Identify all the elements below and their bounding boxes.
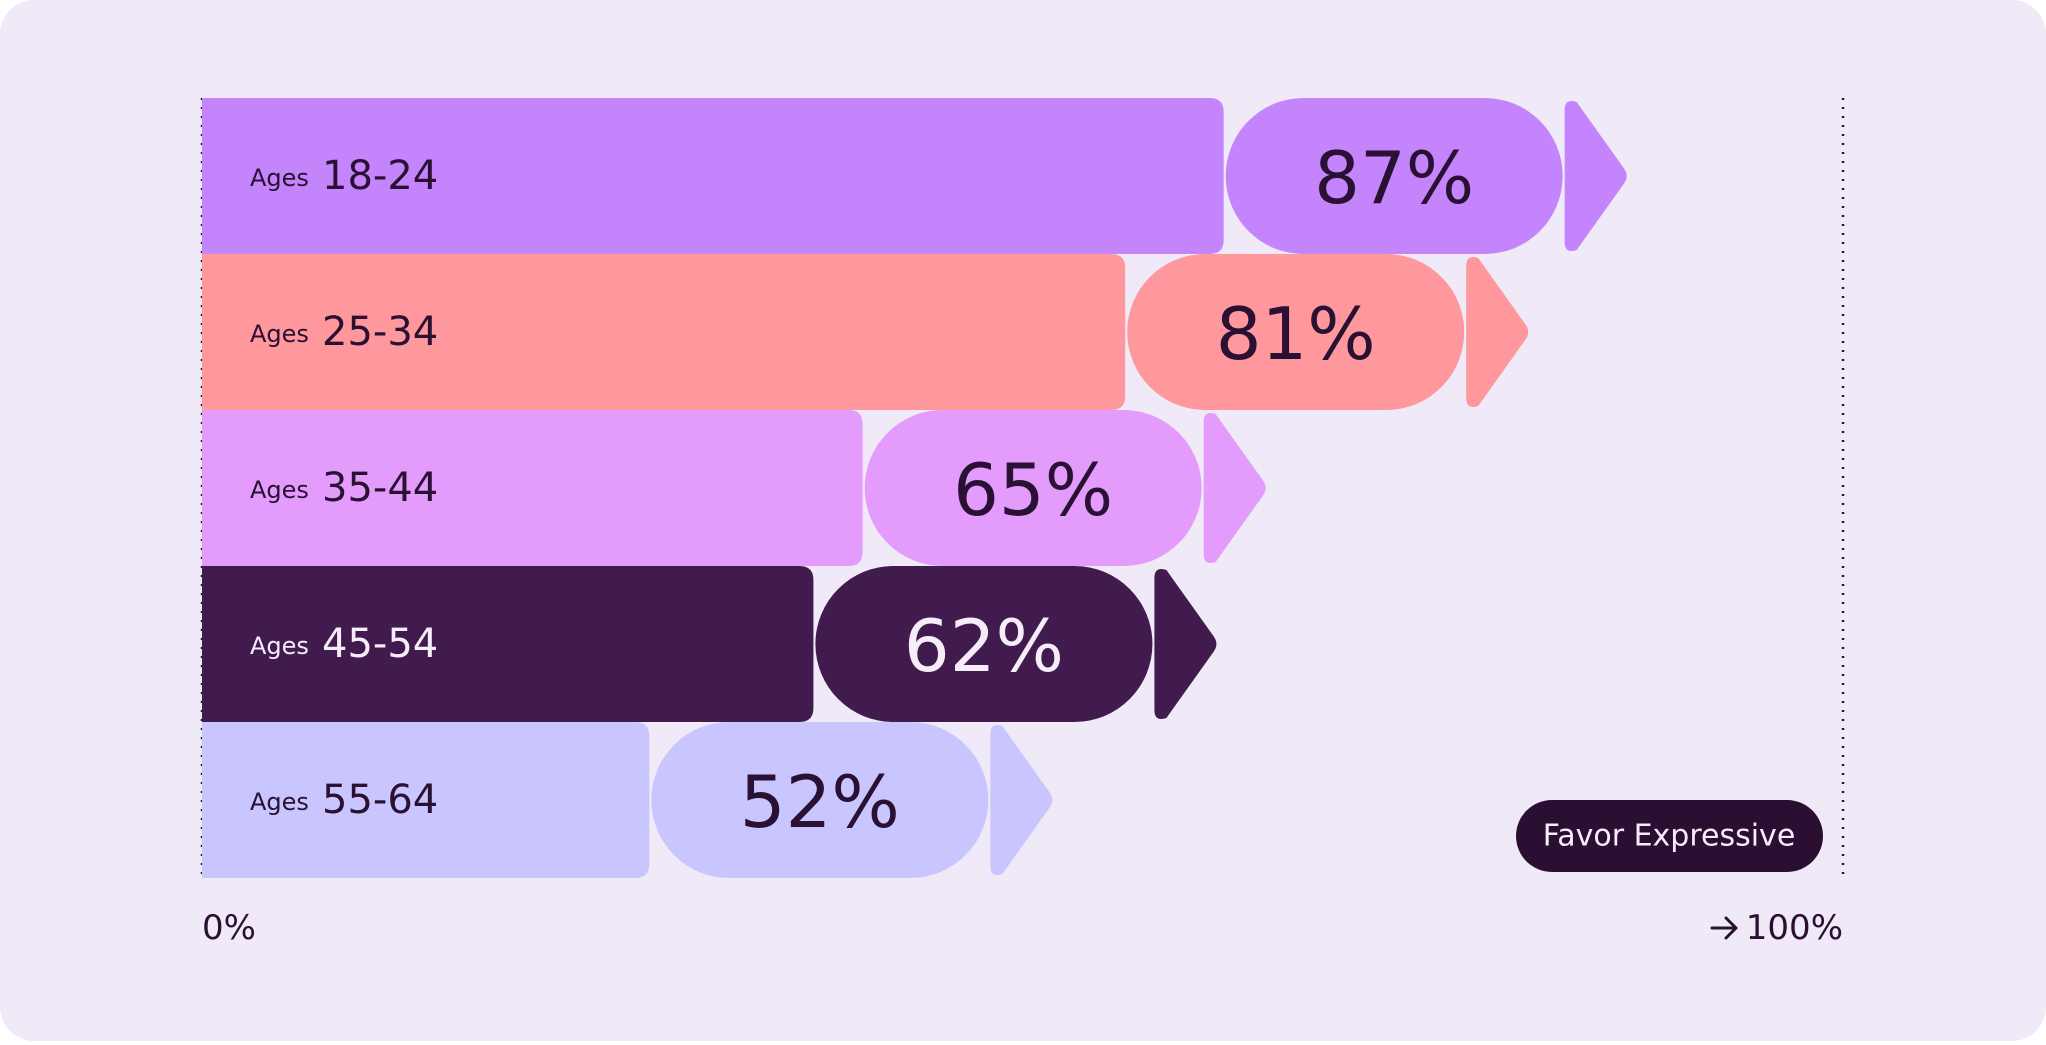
bar-arrow	[990, 725, 1053, 875]
category-prefix: Ages	[250, 476, 309, 504]
category-label: 35-44	[322, 465, 438, 511]
bar	[202, 254, 1126, 410]
arrow-icon	[1710, 916, 1738, 940]
category-prefix: Ages	[250, 164, 309, 192]
value-label: 81%	[1216, 292, 1376, 376]
bar	[202, 410, 863, 566]
x-tick-label: 100%	[1746, 908, 1843, 948]
category-label: 55-64	[322, 777, 438, 823]
category-prefix: Ages	[250, 320, 309, 348]
bar	[202, 722, 650, 878]
bar-pill	[651, 722, 989, 878]
bar	[202, 98, 1224, 254]
bar-pill	[815, 566, 1153, 722]
legend-label: Favor Expressive	[1543, 819, 1796, 854]
x-tick-label: 0%	[202, 908, 256, 948]
category-prefix: Ages	[250, 788, 309, 816]
value-label: 52%	[740, 760, 900, 844]
category-label: 18-24	[322, 153, 438, 199]
value-label: 87%	[1314, 136, 1474, 220]
bar-pill	[864, 410, 1202, 566]
bar-arrow	[1564, 101, 1627, 251]
category-prefix: Ages	[250, 632, 309, 660]
bar-arrow	[1466, 257, 1529, 407]
bar-pill	[1225, 98, 1563, 254]
bar-arrow	[1203, 413, 1266, 563]
bar	[202, 566, 814, 722]
bar-pill	[1127, 254, 1465, 410]
legend-box	[1516, 800, 1823, 872]
category-label: 45-54	[322, 621, 438, 667]
bar-arrow	[1154, 569, 1217, 719]
category-label: 25-34	[322, 309, 438, 355]
value-label: 65%	[953, 448, 1113, 532]
value-label: 62%	[904, 604, 1064, 688]
